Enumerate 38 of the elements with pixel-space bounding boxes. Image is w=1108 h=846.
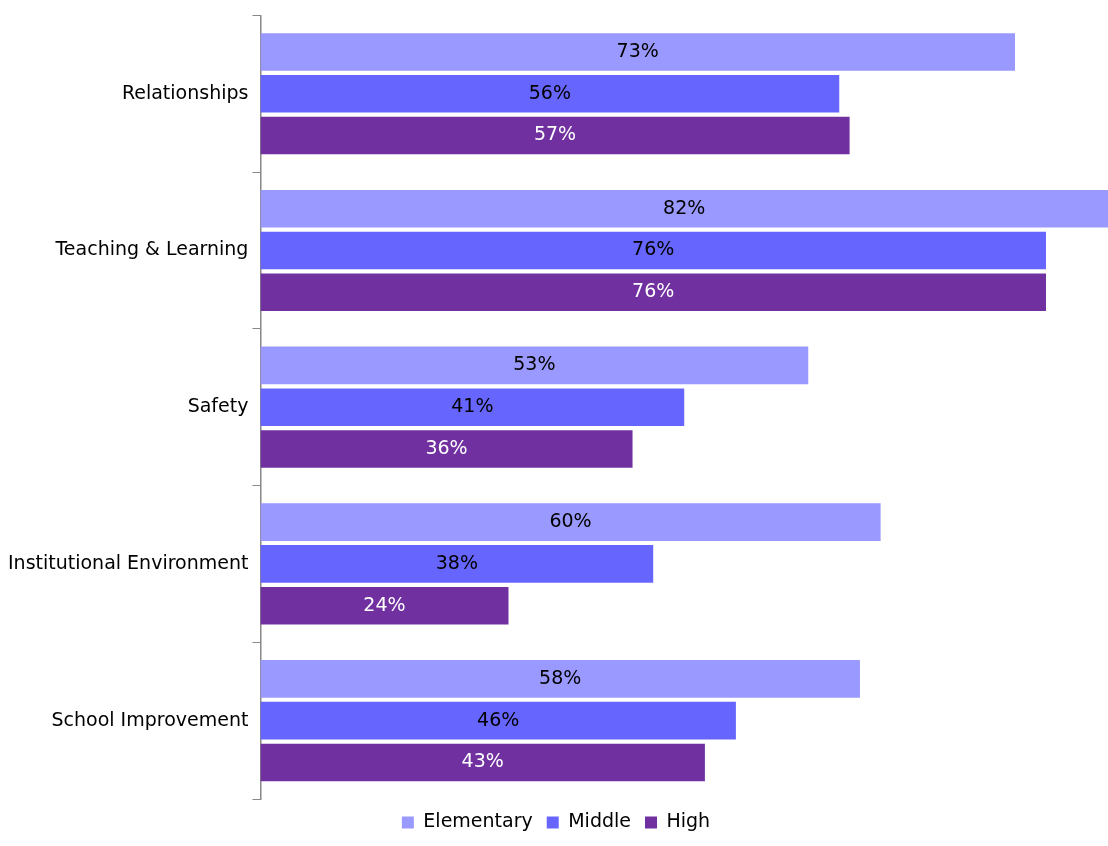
data-label: 57% (533, 122, 577, 145)
data-label: 82% (663, 195, 706, 218)
legend-label: Middle (568, 809, 631, 832)
bar (260, 231, 1046, 270)
data-label: 53% (513, 352, 556, 375)
bar (260, 273, 1046, 312)
data-label: 58% (539, 665, 582, 688)
data-label: 43% (461, 749, 504, 772)
bar (260, 660, 860, 698)
y-tick-label: Teaching & Learning (54, 237, 249, 260)
data-label: 76% (632, 279, 675, 302)
bar (260, 701, 736, 740)
bar (260, 743, 705, 782)
legend-label: Elementary (423, 809, 533, 832)
data-label: 60% (549, 509, 592, 532)
data-label: 73% (616, 38, 659, 61)
bar (260, 503, 881, 541)
data-label: 56% (528, 80, 571, 103)
legend-label: High (666, 809, 711, 832)
bar (260, 388, 685, 427)
data-label: 41% (451, 394, 494, 417)
bar (260, 346, 809, 385)
bar (260, 33, 1015, 71)
bar (260, 430, 633, 468)
bar (260, 545, 654, 583)
data-label: 76% (632, 237, 675, 260)
data-label: 36% (425, 435, 468, 458)
data-label: 24% (363, 592, 406, 615)
bar (260, 74, 840, 113)
y-tick-label: Relationships (121, 80, 249, 103)
data-label: 38% (435, 550, 478, 573)
y-tick-label: Institutional Environment (7, 550, 249, 573)
y-tick-label: Safety (187, 394, 249, 417)
data-label: 46% (477, 707, 520, 730)
bar (260, 586, 509, 625)
bar (260, 189, 1108, 228)
bar (260, 116, 850, 155)
y-tick-label: School Improvement (51, 707, 249, 730)
